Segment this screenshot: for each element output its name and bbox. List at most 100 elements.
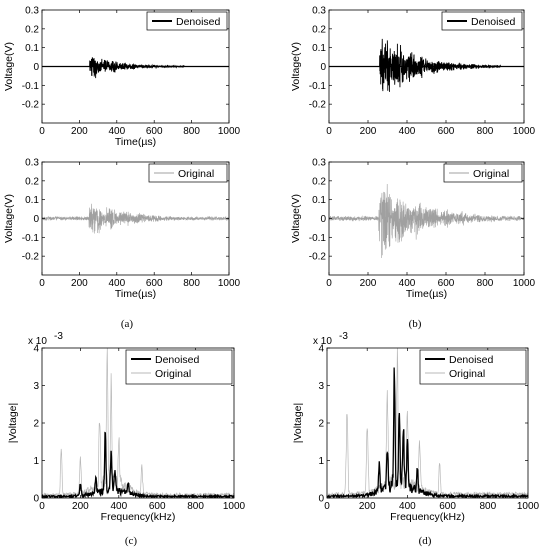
y-tick-label: 3 bbox=[33, 381, 39, 392]
chart-c: 0 200 400 600 800 1000 4 3 2 1 0 Frequency(kHz) |Vol… bbox=[7, 331, 246, 523]
series-group bbox=[329, 38, 524, 92]
series-group bbox=[42, 57, 229, 79]
y-tick-label: 4 bbox=[33, 344, 39, 355]
x-tick-label: 1000 bbox=[513, 278, 536, 289]
y-axis-label: |Voltage| bbox=[7, 403, 19, 444]
y-tick-label: 0 bbox=[33, 214, 39, 225]
y-tick-label: 0.3 bbox=[312, 6, 326, 17]
y-tick-label: -0.1 bbox=[309, 233, 327, 244]
x-tick-label: 400 bbox=[108, 126, 125, 137]
y-tick-label: -0.2 bbox=[22, 252, 40, 263]
legend: Denoised Original bbox=[125, 349, 233, 385]
y-tick-label: 1 bbox=[33, 456, 39, 467]
x-tick-label: 200 bbox=[359, 501, 376, 512]
series-line-original bbox=[329, 183, 524, 259]
y-tick-label: 0 bbox=[320, 62, 326, 73]
chart-b-top: 0 200 400 600 800 1000 0.3 0.2 0.1 0 -0.1 -0.2 Volta… bbox=[290, 6, 536, 138]
y-tick-label: -0.1 bbox=[22, 81, 40, 92]
legend-box bbox=[125, 349, 233, 385]
legend-entry: Original bbox=[473, 168, 509, 180]
legend-box bbox=[148, 163, 228, 183]
x-tick-label: 400 bbox=[399, 278, 416, 289]
series-line-original bbox=[42, 203, 229, 234]
y-tick-label: 0.3 bbox=[25, 6, 39, 17]
x-axis-label: Time(µs) bbox=[115, 288, 156, 300]
y-tick-label: -0.1 bbox=[22, 233, 40, 244]
x-axis-label: Time(µs) bbox=[115, 136, 156, 148]
chart-a-bottom: 0 200 400 600 800 1000 0.3 0.2 0.1 0 -0.1 -0.2 Time(… bbox=[3, 158, 241, 301]
legend-entry: Original bbox=[449, 368, 485, 380]
legend: Denoised bbox=[441, 11, 523, 31]
x-tick-label: 600 bbox=[438, 126, 455, 137]
legend: Denoised bbox=[146, 11, 228, 31]
y-tick-label: -0.2 bbox=[309, 100, 327, 111]
x-tick-label: 1000 bbox=[513, 126, 536, 137]
y-tick-label: 0 bbox=[33, 62, 39, 73]
y-tick-label: 0.3 bbox=[312, 158, 326, 169]
x-tick-label: 400 bbox=[110, 501, 127, 512]
x-tick-label: 0 bbox=[39, 278, 45, 289]
x-tick-label: 800 bbox=[479, 501, 496, 512]
x-tick-label: 600 bbox=[146, 278, 163, 289]
series-group bbox=[42, 348, 234, 498]
x-tick-label: 0 bbox=[326, 126, 332, 137]
x-tick-label: 0 bbox=[326, 278, 332, 289]
y-axis-exponent: -3 bbox=[339, 331, 348, 342]
y-axis-label: Voltage(V) bbox=[290, 42, 302, 91]
x-tick-label: 400 bbox=[108, 278, 125, 289]
x-axis-label: Time(µs) bbox=[406, 288, 447, 300]
y-tick-label: 1 bbox=[318, 456, 324, 467]
x-axis-label: Frequency(kHz) bbox=[101, 511, 176, 523]
x-tick-label: 600 bbox=[149, 501, 166, 512]
series-group bbox=[329, 183, 524, 259]
y-axis-exponent: -3 bbox=[54, 331, 63, 342]
y-tick-label: 0.2 bbox=[312, 176, 326, 187]
chart-a-top: 0 200 400 600 800 1000 0.3 0.2 0.1 0 -0.1 -0.2 Time(… bbox=[3, 6, 241, 149]
x-tick-label: 800 bbox=[477, 278, 494, 289]
y-tick-label: 0 bbox=[33, 494, 39, 505]
x-tick-label: 800 bbox=[187, 501, 204, 512]
y-tick-label: 0.2 bbox=[25, 176, 39, 187]
y-axis-label: |Voltage| bbox=[292, 403, 304, 444]
x-tick-label: 1000 bbox=[223, 501, 246, 512]
legend-box bbox=[419, 349, 527, 385]
y-axis-label: Voltage(V) bbox=[3, 42, 15, 91]
x-tick-label: 600 bbox=[438, 278, 455, 289]
series-line-original bbox=[327, 348, 528, 498]
series-group bbox=[327, 348, 528, 498]
y-axis-multiplier: x 10 bbox=[313, 336, 332, 347]
series-group bbox=[42, 203, 229, 234]
x-tick-label: 400 bbox=[399, 126, 416, 137]
y-tick-label: 0.1 bbox=[25, 43, 39, 54]
x-axis-label: Frequency(kHz) bbox=[390, 511, 465, 523]
y-axis-multiplier: x 10 bbox=[28, 336, 47, 347]
x-tick-label: 800 bbox=[183, 126, 200, 137]
x-tick-label: 200 bbox=[360, 278, 377, 289]
y-tick-label: 0.1 bbox=[312, 195, 326, 206]
x-tick-label: 200 bbox=[360, 126, 377, 137]
x-tick-label: 800 bbox=[183, 278, 200, 289]
x-tick-label: 1000 bbox=[218, 126, 241, 137]
x-tick-label: 0 bbox=[324, 501, 330, 512]
legend-entry: Original bbox=[178, 168, 214, 180]
y-axis-label: Voltage(V) bbox=[3, 194, 15, 243]
x-tick-label: 200 bbox=[72, 501, 89, 512]
legend-entry: Denoised bbox=[176, 16, 221, 28]
x-tick-label: 1000 bbox=[517, 501, 540, 512]
x-tick-label: 0 bbox=[39, 126, 45, 137]
panel-label-d: (d) bbox=[419, 535, 432, 547]
legend-entry: Original bbox=[155, 368, 191, 380]
legend-entry: Denoised bbox=[471, 16, 516, 28]
x-tick-label: 200 bbox=[71, 278, 88, 289]
y-tick-label: 0 bbox=[320, 214, 326, 225]
panel-label-b: (b) bbox=[409, 318, 422, 330]
legend-entry: Denoised bbox=[155, 354, 200, 366]
legend: Denoised Original bbox=[419, 349, 527, 385]
x-tick-label: 600 bbox=[146, 126, 163, 137]
legend-box bbox=[441, 11, 523, 31]
y-tick-label: -0.2 bbox=[309, 252, 327, 263]
series-line-denoised bbox=[42, 431, 234, 498]
panel-label-a: (a) bbox=[121, 318, 134, 330]
x-tick-label: 800 bbox=[477, 126, 494, 137]
